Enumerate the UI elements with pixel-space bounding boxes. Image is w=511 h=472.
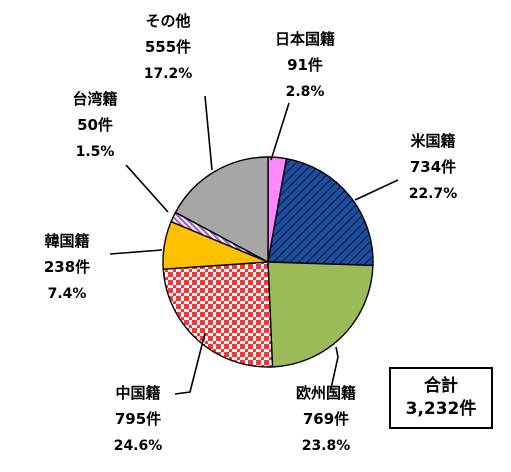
slice-label-pct-korea: 7.4% bbox=[48, 286, 87, 302]
leader-line-other bbox=[204, 95, 213, 171]
pie-slice-us bbox=[267, 157, 374, 267]
leader-lines bbox=[109, 95, 399, 395]
slice-label-pct-taiwan: 1.5% bbox=[76, 144, 115, 160]
pie-slices bbox=[162, 156, 374, 368]
slice-label-count-europe: 769件 bbox=[303, 410, 349, 428]
slice-label-pct-japan: 2.8% bbox=[286, 84, 325, 100]
slice-label-name-korea: 韓国籍 bbox=[44, 232, 89, 250]
total-label: 合計 bbox=[424, 376, 458, 396]
slice-label-name-taiwan: 台湾籍 bbox=[72, 90, 117, 108]
slice-label-count-korea: 238件 bbox=[44, 258, 90, 276]
slice-label-count-china: 795件 bbox=[115, 410, 161, 428]
slice-label-pct-china: 24.6% bbox=[114, 438, 163, 454]
leader-line-china bbox=[174, 332, 206, 395]
total-value: 3,232件 bbox=[405, 399, 477, 419]
slice-label-name-japan: 日本国籍 bbox=[275, 30, 335, 48]
slice-label-name-europe: 欧州国籍 bbox=[296, 384, 356, 402]
slice-label-count-us: 734件 bbox=[410, 158, 456, 176]
slice-label-name-other: その他 bbox=[145, 12, 190, 30]
slice-labels: 日本国籍 91件 2.8% 米国籍 734件 22.7% 欧州国籍 769件 23.8% 中国籍 7… bbox=[44, 12, 457, 454]
leader-line-taiwan bbox=[125, 164, 169, 213]
leader-line-us bbox=[354, 179, 399, 201]
slice-label-count-other: 555件 bbox=[145, 38, 191, 56]
pie-slice-china bbox=[162, 261, 274, 368]
slice-label-pct-europe: 23.8% bbox=[302, 438, 351, 454]
slice-label-name-us: 米国籍 bbox=[410, 132, 455, 150]
total-box: 合計 3,232件 bbox=[389, 367, 493, 429]
slice-label-pct-us: 22.7% bbox=[409, 186, 458, 202]
pie-slice-europe bbox=[267, 261, 374, 368]
slice-label-count-taiwan: 50件 bbox=[77, 116, 113, 134]
leader-line-korea bbox=[109, 249, 163, 255]
pie-slice-other bbox=[174, 156, 269, 264]
slice-label-pct-other: 17.2% bbox=[144, 66, 193, 82]
leader-line-japan bbox=[270, 102, 290, 161]
leader-line-europe bbox=[329, 346, 339, 394]
slice-label-count-japan: 91件 bbox=[287, 56, 323, 74]
slice-label-name-china: 中国籍 bbox=[115, 384, 160, 402]
